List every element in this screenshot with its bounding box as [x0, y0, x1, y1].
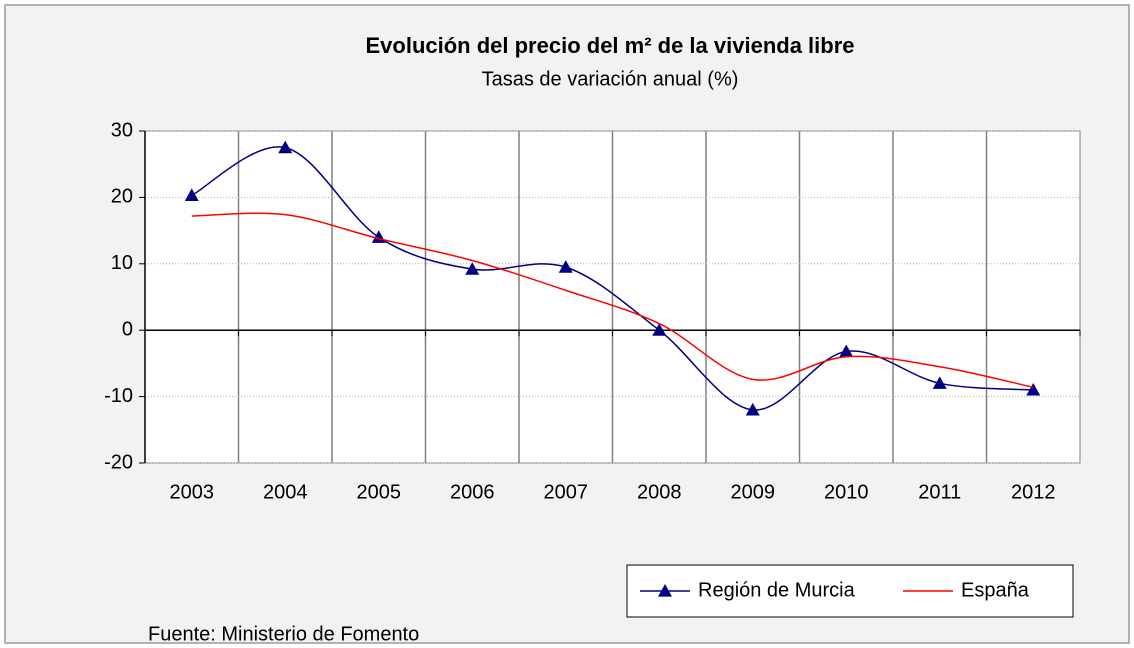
series-line	[191, 212, 1034, 389]
x-tick-label: 2004	[263, 481, 308, 503]
series-line	[191, 146, 1034, 411]
data-marker	[652, 323, 667, 336]
x-tick-label: 2003	[170, 481, 215, 503]
y-tick-label: 20	[111, 186, 133, 208]
data-marker	[184, 188, 199, 202]
data-marker	[1026, 382, 1041, 396]
legend-label: Región de Murcia	[698, 579, 856, 601]
x-tick-label: 2010	[824, 481, 869, 503]
legend-box	[626, 564, 1074, 618]
x-tick-label: 2008	[637, 481, 682, 503]
data-marker	[278, 140, 293, 154]
legend-label: España	[961, 579, 1030, 601]
x-tick-label: 2006	[450, 481, 495, 503]
y-tick-label: -20	[104, 451, 133, 473]
chart-subtitle: Tasas de variación anual (%)	[482, 68, 739, 90]
data-marker	[465, 262, 480, 275]
y-tick-label: 10	[111, 252, 133, 274]
legend-marker	[658, 584, 672, 597]
data-marker	[839, 344, 854, 358]
data-marker	[558, 260, 573, 273]
chart-title: Evolución del precio del m² de la vivien…	[365, 33, 854, 58]
source-note: Fuente: Ministerio de Fomento	[148, 623, 419, 645]
x-tick-label: 2009	[731, 481, 776, 503]
y-tick-label: -10	[104, 385, 133, 407]
y-tick-label: 0	[122, 318, 133, 340]
x-tick-label: 2012	[1011, 481, 1056, 503]
y-tick-label: 30	[111, 119, 133, 141]
data-marker	[745, 402, 760, 416]
x-tick-label: 2011	[918, 481, 961, 503]
data-marker	[932, 376, 947, 389]
x-tick-label: 2005	[357, 481, 402, 503]
x-tick-label: 2007	[544, 481, 589, 503]
